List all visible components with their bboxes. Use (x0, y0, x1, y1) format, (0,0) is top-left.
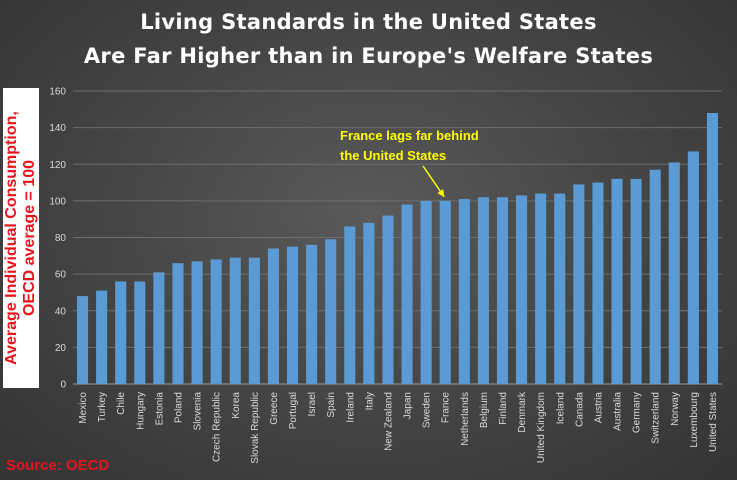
bar-france (439, 200, 451, 384)
source-note: Source: OECD (6, 457, 110, 474)
bar-czech-republic (210, 259, 222, 384)
bar-greece (267, 248, 279, 384)
y-tick-label: 80 (55, 233, 67, 244)
annotation-line-1: France lags far behind (340, 128, 479, 143)
x-axis-labels: Mexico Turkey Chile Hungary Estonia Poland Slo… (78, 391, 719, 464)
bar-slovenia (191, 261, 203, 384)
bar-switzerland (649, 169, 661, 384)
y-axis-ticks: 0 20 40 60 80 100 120 140 160 (49, 87, 66, 391)
x-tick-label: Estonia (154, 392, 165, 426)
bar-norway (668, 162, 680, 384)
bar-australia (611, 178, 623, 384)
x-tick-label: Norway (670, 392, 681, 426)
bar-hungary (134, 281, 146, 384)
x-tick-label: Hungary (135, 392, 146, 430)
bar-new-zealand (382, 215, 394, 384)
bar-spain (325, 239, 337, 384)
x-tick-label: Finland (498, 392, 509, 425)
x-tick-label: France (441, 392, 452, 424)
x-tick-label: Germany (632, 392, 643, 433)
chart-subtitle: Are Far Higher than in Europe's Welfare … (83, 44, 654, 68)
y-tick-label: 0 (60, 380, 66, 391)
x-tick-label: United States (708, 392, 719, 452)
bar-chile (115, 281, 127, 384)
x-tick-label: Mexico (78, 392, 89, 424)
bar-finland (496, 197, 509, 384)
bar-canada (573, 184, 585, 384)
x-tick-label: Poland (173, 392, 184, 423)
x-tick-label: Japan (403, 392, 414, 419)
x-tick-label: Canada (574, 392, 585, 427)
x-tick-label: Korea (231, 392, 242, 419)
y-tick-label: 100 (49, 196, 66, 207)
bar-netherlands (458, 199, 470, 384)
bar-ireland (344, 226, 356, 384)
bar-austria (592, 182, 604, 384)
bar-belgium (477, 197, 489, 384)
bars (77, 112, 718, 384)
bar-italy (363, 222, 375, 384)
x-tick-label: Israel (307, 392, 318, 416)
x-tick-label: Sweden (422, 392, 433, 428)
y-tick-label: 120 (49, 160, 66, 171)
x-tick-label: Turkey (97, 392, 108, 422)
x-tick-label: Slovenia (193, 392, 204, 431)
x-tick-label: Switzerland (651, 392, 662, 444)
x-tick-label: Slovak Republic (250, 392, 261, 464)
bar-iceland (554, 193, 566, 384)
bar-mexico (77, 296, 89, 384)
annotation-line-2: the United States (340, 148, 446, 163)
bar-israel (306, 244, 318, 384)
x-tick-label: Luxembourg (689, 392, 700, 448)
bar-portugal (286, 246, 299, 384)
x-tick-label: Austria (593, 392, 604, 424)
x-tick-label: Greece (269, 392, 280, 425)
annotation: France lags far behind the United States (340, 128, 479, 198)
y-tick-label: 60 (55, 270, 67, 281)
bar-germany (630, 178, 642, 384)
x-tick-label: Netherlands (460, 392, 471, 446)
bar-poland (172, 263, 184, 384)
chart-title: Living Standards in the United States (140, 10, 597, 34)
x-tick-label: Denmark (517, 391, 528, 433)
x-tick-label: Australia (613, 392, 624, 431)
bar-united-states (706, 112, 718, 384)
x-tick-label: New Zealand (383, 392, 394, 451)
bar-sweden (420, 200, 432, 384)
bar-korea (229, 257, 241, 384)
bar-estonia (153, 272, 165, 384)
x-tick-label: Chile (116, 392, 127, 415)
x-tick-label: Italy (364, 392, 375, 410)
y-tick-label: 160 (49, 87, 66, 98)
bar-slovak-republic (248, 257, 260, 384)
bar-luxembourg (687, 151, 699, 384)
bar-united-kingdom (535, 193, 547, 384)
bar-denmark (516, 195, 528, 384)
x-tick-label: Portugal (288, 392, 299, 429)
y-tick-label: 20 (55, 343, 67, 354)
bar-turkey (96, 290, 108, 384)
y-tick-label: 140 (49, 123, 66, 134)
annotation-arrowhead (437, 189, 445, 197)
x-tick-label: Iceland (555, 392, 566, 424)
x-tick-label: Czech Republic (212, 392, 223, 462)
x-tick-label: United Kingdom (536, 392, 547, 463)
bar-japan (401, 204, 413, 384)
x-tick-label: Ireland (345, 392, 356, 423)
y-tick-label: 40 (55, 306, 67, 317)
x-tick-label: Spain (326, 392, 337, 418)
x-tick-label: Belgium (479, 392, 490, 428)
